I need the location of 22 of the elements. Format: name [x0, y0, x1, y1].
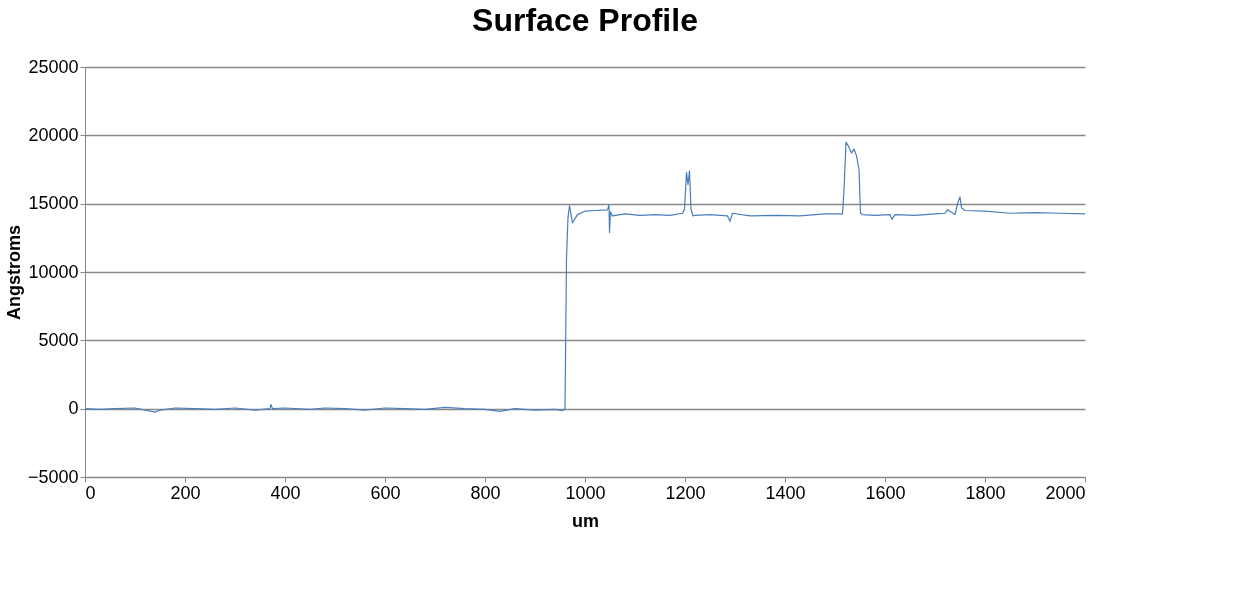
x-tick-label: 2000 — [1045, 482, 1086, 503]
y-tick-label: 10000 — [28, 261, 79, 282]
x-tick-label: 1800 — [965, 482, 1006, 503]
x-tick-label: 600 — [370, 482, 401, 503]
x-tick-label: 1000 — [565, 482, 606, 503]
y-tick-label: 0 — [68, 398, 79, 419]
x-tick-label: 200 — [170, 482, 201, 503]
y-tick-label: 5000 — [38, 329, 79, 350]
x-tick-label: 1600 — [865, 482, 906, 503]
y-tick-label: −5000 — [27, 466, 79, 487]
y-tick-label: 20000 — [28, 124, 79, 145]
chart-title: Surface Profile — [472, 2, 698, 38]
x-tick-label: 0 — [85, 482, 96, 503]
x-tick-label: 1200 — [665, 482, 706, 503]
y-tick-label: 25000 — [28, 56, 79, 77]
x-tick-label: 1400 — [765, 482, 806, 503]
x-axis-title: um — [572, 510, 599, 531]
y-tick-label: 15000 — [28, 193, 79, 214]
x-tick-label: 800 — [470, 482, 501, 503]
x-tick-label: 400 — [270, 482, 301, 503]
y-axis-title: Angstroms — [3, 224, 24, 321]
line-series — [84, 141, 1086, 413]
